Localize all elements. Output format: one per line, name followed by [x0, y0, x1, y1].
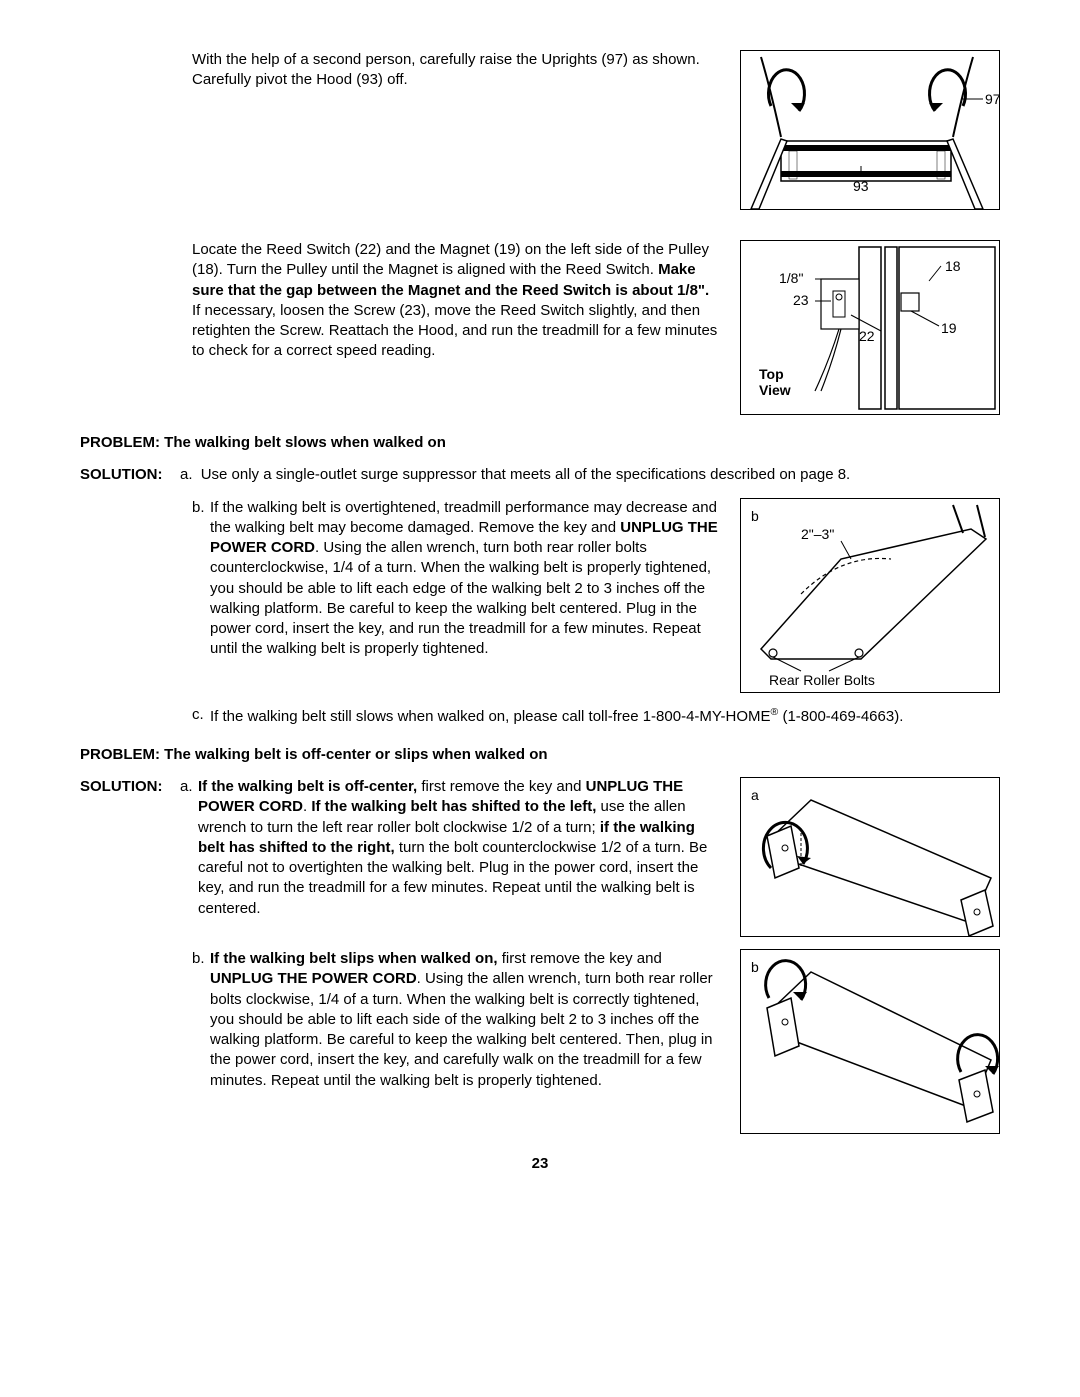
p2a-b3: If the walking belt has shifted to the l… — [311, 798, 596, 815]
label-22: 22 — [859, 328, 875, 344]
problem1-b: b. If the walking belt is overtightened,… — [192, 498, 720, 660]
diagram-uprights: 97 93 — [740, 50, 1000, 210]
diagram-slips: b — [740, 949, 1000, 1134]
problem1-sol-a: SOLUTION: a. Use only a single-outlet su… — [80, 465, 1000, 485]
label-18: 18 — [945, 258, 961, 274]
corner-b: b — [751, 508, 759, 524]
reed-text: Locate the Reed Switch (22) and the Magn… — [192, 240, 720, 415]
letter-a2: a. — [180, 777, 198, 919]
corner-a: a — [751, 787, 759, 803]
sol1-a-text: Use only a single-outlet surge suppresso… — [201, 466, 851, 483]
label-97: 97 — [985, 91, 1001, 107]
rear-roller-caption: Rear Roller Bolts — [769, 672, 875, 688]
diagram-offcenter: a — [740, 777, 1000, 937]
problem2-a: a. If the walking belt is off-center, fi… — [180, 777, 720, 919]
reed-p2: If necessary, loosen the Screw (23), mov… — [192, 302, 717, 360]
p2a-b1: If the walking belt is off-center, — [198, 778, 417, 795]
uprights-text: With the help of a second person, carefu… — [192, 50, 720, 210]
section-reed-switch: Locate the Reed Switch (22) and the Magn… — [80, 240, 1000, 415]
label-93: 93 — [853, 178, 869, 194]
problem2-b-row: b. If the walking belt slips when walked… — [80, 949, 1000, 1134]
problem1-heading: PROBLEM: The walking belt slows when wal… — [80, 433, 1000, 453]
diagram-belt-lift: b 2"–3" Rear Roller Bolts — [740, 498, 1000, 693]
label-1-8: 1/8" — [779, 270, 803, 286]
problem2-b: b. If the walking belt slips when walked… — [192, 949, 720, 1091]
dim-2-3: 2"–3" — [801, 526, 834, 542]
label-19: 19 — [941, 320, 957, 336]
uprights-para: With the help of a second person, carefu… — [192, 51, 700, 88]
p1b-post: . Using the allen wrench, turn both rear… — [210, 539, 711, 657]
p2b-t2: . Using the allen wrench, turn both rear… — [210, 970, 713, 1088]
diagram-reed: 1/8" 23 22 18 19 Top View — [740, 240, 1000, 415]
solution-label2: SOLUTION: — [80, 777, 180, 933]
section-uprights: With the help of a second person, carefu… — [80, 50, 1000, 210]
label-view: View — [759, 382, 791, 398]
p2b-b2: UNPLUG THE POWER CORD — [210, 970, 417, 987]
p1c-text: If the walking belt still slows when wal… — [210, 708, 903, 725]
letter-c: c. — [192, 705, 210, 727]
reed-p1: Locate the Reed Switch (22) and the Magn… — [192, 241, 709, 278]
page-number: 23 — [80, 1154, 1000, 1174]
p2b-t1: first remove the key and — [498, 950, 662, 967]
p2b-b1: If the walking belt slips when walked on… — [210, 950, 498, 967]
label-23: 23 — [793, 292, 809, 308]
p2a-t1: first remove the key and — [417, 778, 585, 795]
problem1-c: c. If the walking belt still slows when … — [192, 705, 1000, 727]
problem2-heading: PROBLEM: The walking belt is off-center … — [80, 745, 1000, 765]
problem2-a-row: SOLUTION: a. If the walking belt is off-… — [80, 777, 1000, 937]
label-top: Top — [759, 366, 784, 382]
letter-b2: b. — [192, 949, 210, 1091]
letter-a: a. — [180, 466, 197, 483]
letter-b: b. — [192, 498, 210, 660]
corner-b2: b — [751, 959, 759, 975]
problem1-b-row: b. If the walking belt is overtightened,… — [80, 498, 1000, 693]
solution-label: SOLUTION: — [80, 465, 180, 485]
